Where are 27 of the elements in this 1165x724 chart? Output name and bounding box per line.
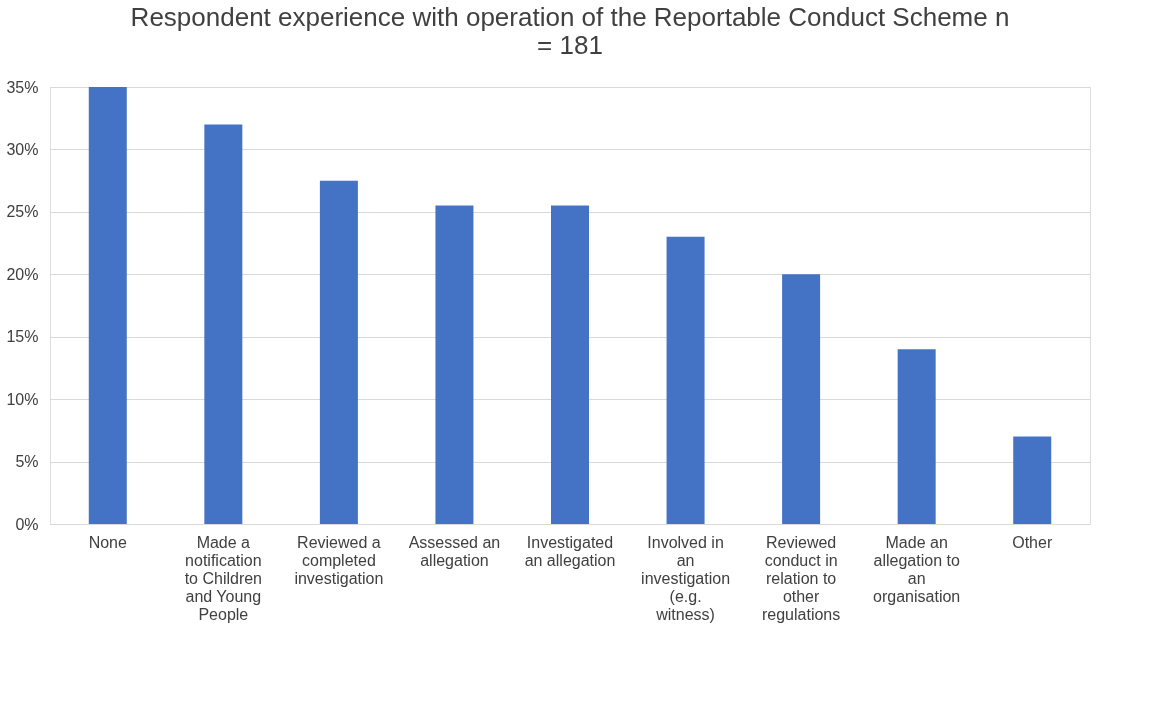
x-tick-label: Reviewed conduct in relation to other regulations xyxy=(761,533,841,623)
y-tick-label: 15% xyxy=(6,328,39,346)
x-tick-label: Investigated an allegation xyxy=(524,533,616,569)
bar xyxy=(204,124,243,524)
bar xyxy=(435,205,474,524)
y-tick-label: 30% xyxy=(6,140,39,158)
y-tick-label: 35% xyxy=(6,78,39,96)
bar xyxy=(782,274,821,524)
bar xyxy=(88,87,127,524)
bar xyxy=(551,205,589,524)
x-tick-label: Involved in an investigation (e.g. witness) xyxy=(641,533,731,623)
x-tick-label: Reviewed a completed investigation xyxy=(294,533,384,587)
x-tick-label: Other xyxy=(1012,533,1053,551)
bar xyxy=(666,236,705,524)
chart-title: Respondent experience with operation of the Reportable Conduct Scheme n = 181 xyxy=(130,2,1010,60)
bar xyxy=(897,349,936,524)
x-tick-label: None xyxy=(88,533,127,551)
y-tick-label: 10% xyxy=(6,390,39,408)
bar xyxy=(319,180,358,524)
y-tick-label: 25% xyxy=(6,203,39,221)
y-tick-label: 20% xyxy=(6,265,39,283)
x-tick-label: Made an allegation to an organisation xyxy=(873,533,961,605)
x-tick-label: Assessed an allegation xyxy=(408,533,501,569)
y-tick-label: 5% xyxy=(15,453,39,471)
y-tick-label: 0% xyxy=(15,515,39,533)
x-tick-label: Made a notification to Children and Young People xyxy=(184,533,263,623)
bar xyxy=(1013,436,1052,524)
